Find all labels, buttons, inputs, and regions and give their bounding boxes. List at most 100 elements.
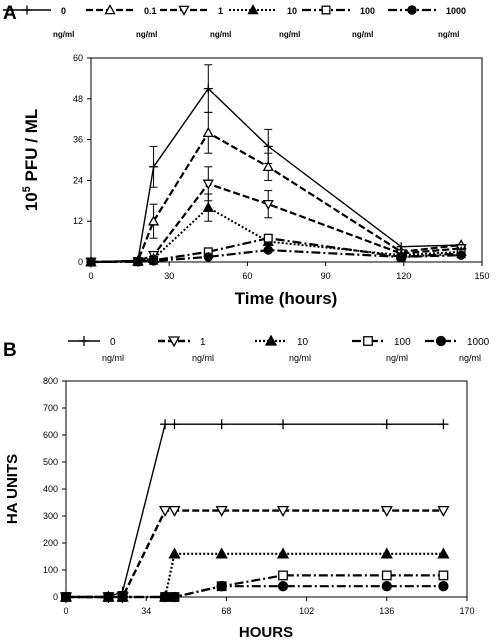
y-tick-label: 600 (43, 430, 58, 440)
data-point (438, 570, 449, 581)
data-point (276, 547, 290, 559)
data-point (263, 141, 273, 151)
y-tick-label: 300 (43, 511, 58, 521)
x-tick-label: 0 (88, 271, 93, 281)
legend-unit: ng/ml (279, 30, 300, 39)
data-point (149, 162, 159, 172)
series-0 (86, 64, 466, 267)
legend-entry-1: 1 ng/ml (158, 336, 214, 363)
data-point (438, 581, 449, 592)
panel-b-series (59, 419, 450, 604)
x-tick-label: 170 (459, 606, 474, 616)
data-point (158, 505, 172, 517)
data-point (86, 257, 96, 267)
y-tick-label: 200 (43, 538, 58, 548)
data-point (263, 245, 273, 255)
legend-marker (79, 336, 89, 346)
legend-entry-10: 10 ng/ml (255, 334, 311, 363)
data-point (159, 591, 171, 603)
legend-unit: ng/ml (210, 30, 231, 39)
data-point (215, 505, 228, 517)
data-point (147, 215, 160, 226)
legend-entry-10: 10 ng/ml (229, 4, 300, 39)
data-point (203, 252, 214, 262)
data-point (262, 160, 274, 172)
x-tick-label: 102 (299, 606, 314, 616)
legend-unit: ng/ml (192, 353, 214, 363)
data-point (60, 591, 72, 603)
x-tick-label: 136 (379, 606, 394, 616)
data-point (216, 581, 227, 592)
legend-label: 100 (360, 6, 375, 16)
data-point (169, 591, 180, 603)
panel-a-letter: A (3, 3, 17, 24)
series-1000 (86, 245, 466, 267)
data-point (169, 419, 180, 430)
legend-marker (321, 5, 331, 15)
x-tick-label: 68 (221, 606, 231, 616)
legend-marker (264, 334, 278, 346)
panel-a-xlabel: Time (hours) (235, 289, 338, 308)
legend-entry-100: 100 ng/ml (352, 336, 411, 363)
y-tick-label: 12 (73, 216, 83, 226)
series-1 (85, 166, 467, 268)
data-point (262, 199, 274, 211)
legend-label: 1000 (446, 6, 466, 16)
data-point (133, 256, 143, 267)
legend-unit: ng/ml (438, 30, 459, 39)
legend-label: 10 (287, 6, 297, 16)
legend-label: 10 (297, 337, 309, 348)
legend-marker (363, 336, 373, 346)
data-point (437, 505, 450, 517)
x-tick-label: 30 (164, 271, 174, 281)
y-tick-label: 0 (78, 257, 83, 267)
data-point (202, 201, 214, 212)
panel-b-xlabel: HOURS (239, 624, 293, 640)
data-point (216, 419, 227, 430)
data-point (396, 252, 406, 262)
data-point (438, 419, 449, 430)
legend-entry-100: 100 ng/ml (302, 5, 375, 39)
legend-unit: ng/ml (136, 30, 157, 39)
x-tick-label: 150 (474, 271, 489, 281)
series-line-0 (90, 87, 462, 263)
panel-a-series (85, 64, 467, 268)
data-point (160, 419, 171, 430)
panel-a-ylabel: 105 PFU / ML (21, 109, 41, 212)
legend-marker (178, 5, 190, 16)
y-tick-label: 800 (43, 376, 58, 386)
y-tick-label: 24 (73, 175, 83, 185)
data-point (381, 419, 392, 430)
y-tick-label: 60 (73, 53, 83, 63)
panel-b-letter: B (3, 340, 17, 361)
legend-marker (435, 335, 447, 347)
legend-marker (247, 4, 259, 15)
data-point (103, 591, 114, 603)
data-point (380, 505, 393, 517)
data-point (381, 570, 392, 581)
y-tick-label: 48 (73, 94, 83, 104)
series-0.1 (85, 111, 467, 267)
legend-label: 1 (200, 337, 206, 348)
panel-b-legend: 0 ng/ml 1 ng/ml 10 ng/ml 100 ng/ml 1000 ng/ml (68, 334, 490, 363)
panel-a-ticks: 0 30 60 90 120 150 0 12 24 36 48 60 (73, 53, 490, 281)
legend-entry-1000: 1000 ng/ml (425, 335, 490, 363)
data-point (278, 419, 289, 430)
y-tick-label: 700 (43, 403, 58, 413)
data-point (278, 570, 288, 581)
y-tick-label: 500 (43, 457, 58, 467)
legend-unit: ng/ml (53, 30, 74, 39)
y-tick-label: 400 (43, 484, 58, 494)
data-point (380, 547, 393, 559)
legend-unit: ng/ml (352, 30, 373, 39)
legend-unit: ng/ml (386, 353, 408, 363)
legend-entry-0: 0 ng/ml (68, 336, 124, 363)
data-point (381, 581, 392, 592)
legend-unit: ng/ml (459, 353, 481, 363)
legend-label: 1000 (467, 337, 490, 348)
legend-entry-0: 0 ng/ml (3, 5, 74, 39)
panel-a: A 0ng/ml0.1ng/ml1ng/ml10ng/ml100ng/ml100… (3, 3, 490, 308)
data-point (263, 233, 273, 243)
